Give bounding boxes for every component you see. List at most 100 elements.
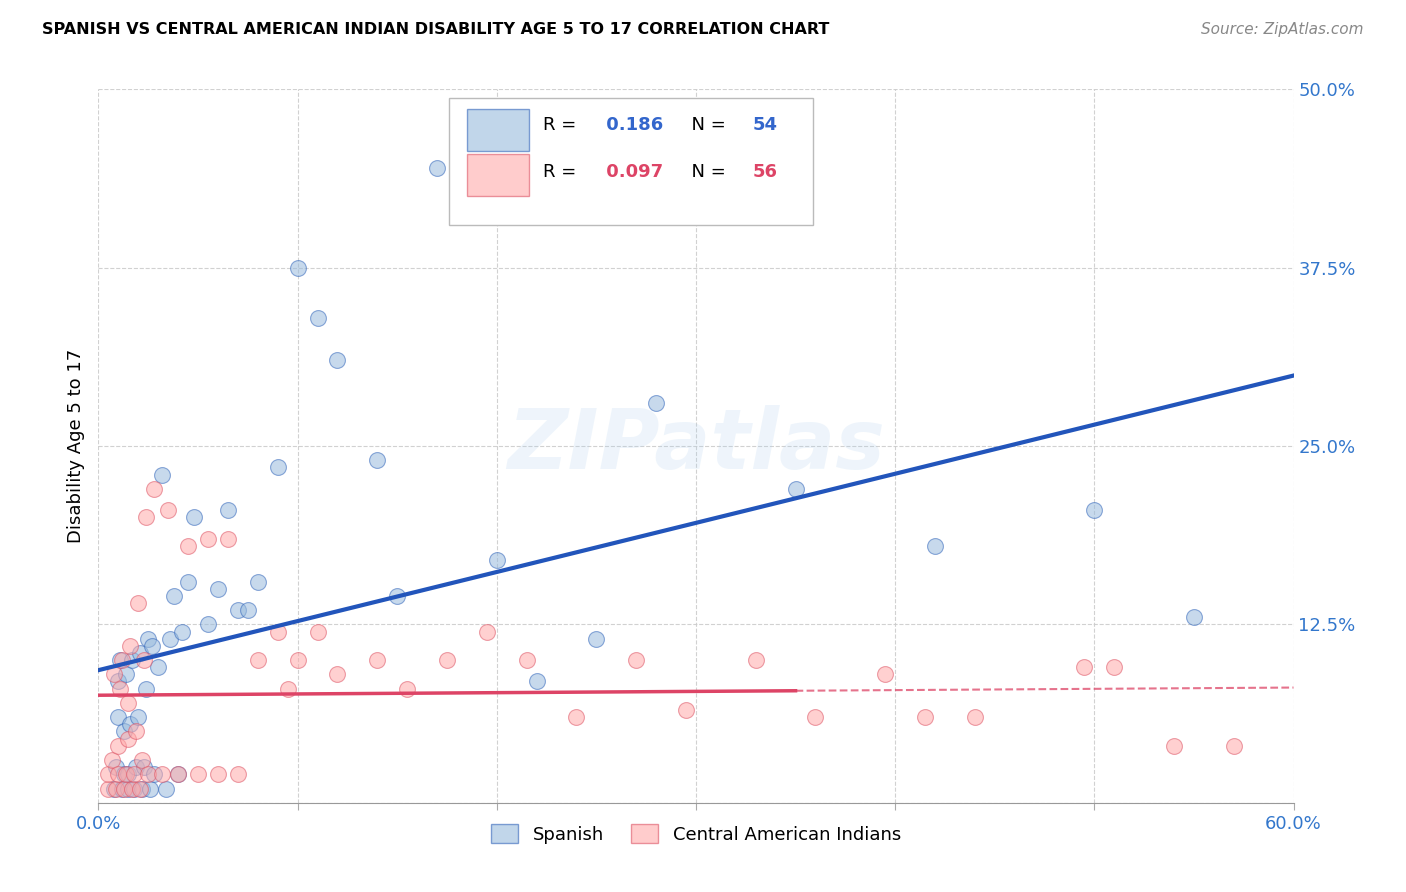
FancyBboxPatch shape bbox=[467, 109, 529, 152]
Point bbox=[112, 767, 135, 781]
Point bbox=[127, 596, 149, 610]
Point bbox=[107, 767, 129, 781]
Point bbox=[197, 617, 219, 632]
Text: SPANISH VS CENTRAL AMERICAN INDIAN DISABILITY AGE 5 TO 17 CORRELATION CHART: SPANISH VS CENTRAL AMERICAN INDIAN DISAB… bbox=[42, 22, 830, 37]
Point bbox=[626, 653, 648, 667]
Point bbox=[111, 781, 134, 796]
Point bbox=[236, 603, 259, 617]
Point bbox=[135, 510, 157, 524]
Point bbox=[1104, 660, 1126, 674]
Point bbox=[111, 653, 134, 667]
Point bbox=[1182, 610, 1205, 624]
Point bbox=[139, 781, 162, 796]
Point bbox=[97, 767, 120, 781]
Point bbox=[129, 781, 152, 796]
Point bbox=[107, 674, 129, 689]
Point bbox=[396, 681, 419, 696]
Point bbox=[217, 503, 239, 517]
Point bbox=[516, 653, 538, 667]
Text: 0.186: 0.186 bbox=[600, 116, 664, 135]
Point bbox=[110, 653, 132, 667]
Point bbox=[157, 503, 180, 517]
Point bbox=[127, 710, 149, 724]
Point bbox=[117, 696, 139, 710]
Point bbox=[436, 653, 458, 667]
Point bbox=[148, 660, 170, 674]
Point bbox=[565, 710, 588, 724]
Point bbox=[105, 760, 128, 774]
Point bbox=[159, 632, 181, 646]
Point bbox=[107, 710, 129, 724]
Point bbox=[97, 781, 120, 796]
Point bbox=[875, 667, 897, 681]
Point bbox=[177, 574, 200, 589]
Point bbox=[246, 574, 269, 589]
Point bbox=[134, 653, 156, 667]
Point bbox=[134, 760, 156, 774]
Point bbox=[155, 781, 177, 796]
Point bbox=[150, 767, 173, 781]
Point bbox=[226, 603, 249, 617]
Point bbox=[485, 553, 508, 567]
Text: N =: N = bbox=[681, 162, 733, 181]
Point bbox=[167, 767, 190, 781]
Point bbox=[207, 582, 229, 596]
FancyBboxPatch shape bbox=[467, 154, 529, 196]
Point bbox=[110, 681, 132, 696]
Text: ZIPatlas: ZIPatlas bbox=[508, 406, 884, 486]
Point bbox=[197, 532, 219, 546]
Point bbox=[131, 781, 153, 796]
Point bbox=[1073, 660, 1095, 674]
Point bbox=[143, 767, 166, 781]
Point bbox=[475, 624, 498, 639]
Text: 54: 54 bbox=[752, 116, 778, 135]
Point bbox=[167, 767, 190, 781]
Point bbox=[804, 710, 827, 724]
Point bbox=[326, 353, 349, 368]
Point bbox=[1163, 739, 1185, 753]
Point bbox=[131, 753, 153, 767]
Point bbox=[103, 667, 125, 681]
Point bbox=[117, 781, 139, 796]
Text: R =: R = bbox=[543, 116, 582, 135]
Point bbox=[103, 781, 125, 796]
Point bbox=[117, 767, 139, 781]
Point bbox=[112, 781, 135, 796]
Point bbox=[1223, 739, 1246, 753]
Point bbox=[675, 703, 697, 717]
Point bbox=[307, 310, 329, 325]
Point bbox=[120, 717, 142, 731]
Point bbox=[287, 653, 309, 667]
Point bbox=[125, 724, 148, 739]
Point bbox=[143, 482, 166, 496]
Point bbox=[914, 710, 936, 724]
Point bbox=[267, 460, 290, 475]
Text: R =: R = bbox=[543, 162, 582, 181]
Point bbox=[117, 731, 139, 746]
Point bbox=[124, 767, 146, 781]
Point bbox=[366, 453, 388, 467]
Point bbox=[287, 260, 309, 275]
Point bbox=[141, 639, 163, 653]
Point bbox=[326, 667, 349, 681]
Point bbox=[645, 396, 668, 410]
Point bbox=[246, 653, 269, 667]
Point bbox=[207, 767, 229, 781]
Point bbox=[101, 753, 124, 767]
FancyBboxPatch shape bbox=[449, 98, 813, 225]
Point bbox=[785, 482, 807, 496]
Point bbox=[1083, 503, 1105, 517]
Text: Source: ZipAtlas.com: Source: ZipAtlas.com bbox=[1201, 22, 1364, 37]
Point bbox=[366, 653, 388, 667]
Point bbox=[135, 681, 157, 696]
Point bbox=[136, 632, 159, 646]
Legend: Spanish, Central American Indians: Spanish, Central American Indians bbox=[484, 817, 908, 851]
Point bbox=[172, 624, 194, 639]
Point bbox=[125, 760, 148, 774]
Point bbox=[745, 653, 768, 667]
Point bbox=[385, 589, 409, 603]
Point bbox=[150, 467, 173, 482]
Point bbox=[217, 532, 239, 546]
Point bbox=[924, 539, 946, 553]
Point bbox=[112, 724, 135, 739]
